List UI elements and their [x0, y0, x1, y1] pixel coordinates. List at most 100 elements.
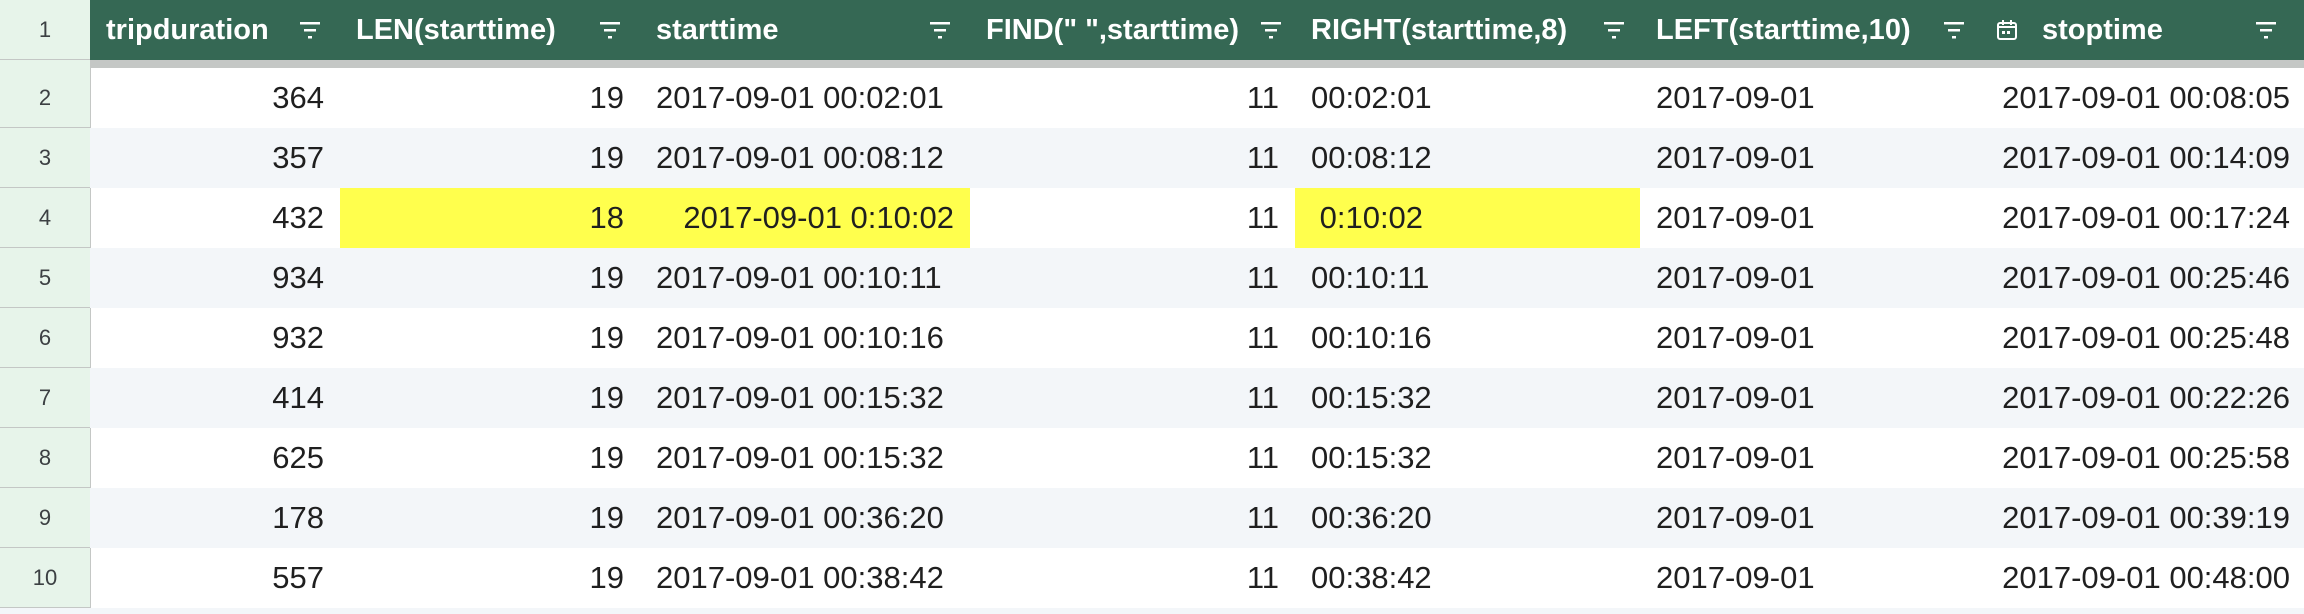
cell-len-starttime[interactable]: 19: [589, 560, 624, 595]
cell-left-10[interactable]: 2017-09-01: [1656, 440, 1815, 475]
filter-icon[interactable]: [2254, 20, 2278, 40]
cell-left-10[interactable]: 2017-09-01: [1656, 320, 1815, 355]
cell-tripduration[interactable]: 557: [272, 560, 324, 595]
cell-tripduration[interactable]: 357: [272, 140, 324, 175]
cell-stoptime[interactable]: 2017-09-01 00:39:19: [2002, 500, 2290, 535]
column-header-stoptime[interactable]: stoptime: [1980, 0, 2304, 60]
cell-starttime[interactable]: 2017-09-01 00:02:01: [656, 80, 944, 115]
cell-find-space[interactable]: 11: [1246, 200, 1279, 235]
row-number[interactable]: 3: [0, 128, 90, 188]
row-number[interactable]: 4: [0, 188, 90, 248]
cell-starttime-highlighted[interactable]: 2017-09-01 0:10:02: [640, 188, 970, 248]
frozen-row-divider[interactable]: [90, 60, 2304, 68]
filter-icon[interactable]: [928, 20, 952, 40]
cell-starttime[interactable]: 2017-09-01 00:15:32: [656, 440, 944, 475]
column-header-tripduration[interactable]: tripduration: [90, 0, 340, 60]
column-header-find-space-starttime[interactable]: FIND(" ",starttime): [970, 0, 1295, 60]
row-number[interactable]: 8: [0, 428, 90, 488]
column-header-label: RIGHT(starttime,8): [1311, 13, 1568, 46]
table-row: 3 357 19 2017-09-01 00:08:12 11 00:08:12…: [0, 128, 2304, 188]
cell-starttime[interactable]: 2017-09-01 00:15:32: [656, 380, 944, 415]
cell-stoptime[interactable]: 2017-09-01 00:25:46: [2002, 260, 2290, 295]
cell-len-starttime[interactable]: 19: [589, 440, 624, 475]
cell-right-8[interactable]: 00:36:20: [1311, 500, 1432, 535]
column-header-label: tripduration: [106, 13, 269, 46]
table-row: 9 178 19 2017-09-01 00:36:20 11 00:36:20…: [0, 488, 2304, 548]
cell-left-10[interactable]: 2017-09-01: [1656, 560, 1815, 595]
row-number[interactable]: 1: [0, 0, 90, 60]
filter-icon[interactable]: [1259, 20, 1283, 40]
cell-find-space[interactable]: 11: [1246, 380, 1279, 415]
cell-starttime[interactable]: 2017-09-01 00:36:20: [656, 500, 944, 535]
cell-left-10[interactable]: 2017-09-01: [1656, 500, 1815, 535]
cell-left-10[interactable]: 2017-09-01: [1656, 80, 1815, 115]
cell-right-8[interactable]: 00:08:12: [1311, 140, 1432, 175]
cell-left-10[interactable]: 2017-09-01: [1656, 200, 1815, 235]
column-header-starttime[interactable]: starttime: [640, 0, 970, 60]
cell-len-starttime[interactable]: 19: [589, 380, 624, 415]
cell-right-8-highlighted[interactable]: 0:10:02: [1295, 188, 1640, 248]
cell-find-space[interactable]: 11: [1246, 80, 1279, 115]
row-number[interactable]: 10: [0, 548, 90, 608]
row-number[interactable]: 9: [0, 488, 90, 548]
cell-find-space[interactable]: 11: [1246, 560, 1279, 595]
cell-stoptime[interactable]: 2017-09-01 00:25:48: [2002, 320, 2290, 355]
cell-len-starttime[interactable]: 19: [589, 260, 624, 295]
cell-left-10[interactable]: 2017-09-01: [1656, 260, 1815, 295]
cell-stoptime[interactable]: 2017-09-01 00:14:09: [2002, 140, 2290, 175]
filter-icon[interactable]: [598, 20, 622, 40]
column-header-label: LEN(starttime): [356, 13, 556, 46]
table-row: 5 934 19 2017-09-01 00:10:11 11 00:10:11…: [0, 248, 2304, 308]
cell-find-space[interactable]: 11: [1246, 440, 1279, 475]
row-number[interactable]: 2: [0, 68, 90, 128]
partial-row: [0, 608, 2304, 614]
table-row: 6 932 19 2017-09-01 00:10:16 11 00:10:16…: [0, 308, 2304, 368]
column-header-label: LEFT(starttime,10): [1656, 13, 1911, 46]
cell-stoptime[interactable]: 2017-09-01 00:25:58: [2002, 440, 2290, 475]
table-row: 7 414 19 2017-09-01 00:15:32 11 00:15:32…: [0, 368, 2304, 428]
cell-stoptime[interactable]: 2017-09-01 00:48:00: [2002, 560, 2290, 595]
cell-find-space[interactable]: 11: [1246, 500, 1279, 535]
cell-find-space[interactable]: 11: [1246, 320, 1279, 355]
cell-stoptime[interactable]: 2017-09-01 00:08:05: [2002, 80, 2290, 115]
cell-tripduration[interactable]: 414: [272, 380, 324, 415]
cell-len-starttime[interactable]: 19: [589, 320, 624, 355]
cell-tripduration[interactable]: 934: [272, 260, 324, 295]
cell-tripduration[interactable]: 178: [272, 500, 324, 535]
cell-right-8[interactable]: 00:02:01: [1311, 80, 1432, 115]
cell-len-starttime[interactable]: 19: [589, 80, 624, 115]
cell-starttime[interactable]: 2017-09-01 00:10:11: [656, 260, 942, 295]
column-header-left-starttime-10[interactable]: LEFT(starttime,10): [1640, 0, 1980, 60]
cell-len-starttime-highlighted[interactable]: 18: [340, 188, 640, 248]
cell-left-10[interactable]: 2017-09-01: [1656, 380, 1815, 415]
cell-tripduration[interactable]: 625: [272, 440, 324, 475]
cell-starttime[interactable]: 2017-09-01 00:10:16: [656, 320, 944, 355]
cell-left-10[interactable]: 2017-09-01: [1656, 140, 1815, 175]
cell-tripduration[interactable]: 932: [272, 320, 324, 355]
row-number[interactable]: 6: [0, 308, 90, 368]
cell-stoptime[interactable]: 2017-09-01 00:22:26: [2002, 380, 2290, 415]
column-header-len-starttime[interactable]: LEN(starttime): [340, 0, 640, 60]
filter-icon[interactable]: [298, 20, 322, 40]
cell-len-starttime[interactable]: 19: [589, 500, 624, 535]
row-number[interactable]: 7: [0, 368, 90, 428]
cell-len-starttime[interactable]: 19: [589, 140, 624, 175]
cell-tripduration[interactable]: 364: [272, 80, 324, 115]
cell-find-space[interactable]: 11: [1246, 260, 1279, 295]
cell-right-8[interactable]: 00:15:32: [1311, 440, 1432, 475]
cell-starttime[interactable]: 2017-09-01 00:08:12: [656, 140, 944, 175]
row-number[interactable]: 5: [0, 248, 90, 308]
cell-find-space[interactable]: 11: [1246, 140, 1279, 175]
cell-stoptime[interactable]: 2017-09-01 00:17:24: [2002, 200, 2290, 235]
cell-right-8[interactable]: 00:10:16: [1311, 320, 1432, 355]
filter-icon[interactable]: [1602, 20, 1626, 40]
table-row: 10 557 19 2017-09-01 00:38:42 11 00:38:4…: [0, 548, 2304, 608]
cell-starttime[interactable]: 2017-09-01 00:38:42: [656, 560, 944, 595]
cell-right-8[interactable]: 00:10:11: [1311, 260, 1430, 295]
cell-tripduration[interactable]: 432: [272, 200, 324, 235]
filter-icon[interactable]: [1942, 20, 1966, 40]
cell-right-8[interactable]: 00:15:32: [1311, 380, 1432, 415]
column-header-right-starttime-8[interactable]: RIGHT(starttime,8): [1295, 0, 1640, 60]
cell-right-8[interactable]: 00:38:42: [1311, 560, 1432, 595]
column-header-label: starttime: [656, 13, 779, 46]
